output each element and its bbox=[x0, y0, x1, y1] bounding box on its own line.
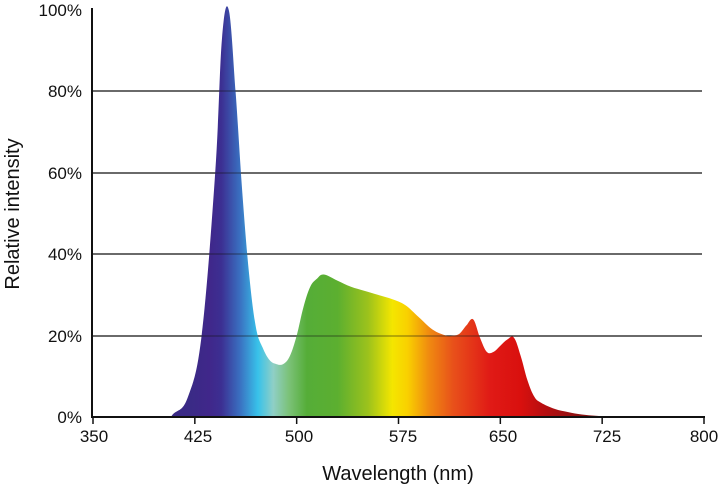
y-tick-label: 60% bbox=[48, 164, 82, 183]
x-tick-label: 425 bbox=[184, 427, 212, 446]
y-tick-label: 40% bbox=[48, 245, 82, 264]
y-tick-label: 100% bbox=[39, 1, 82, 20]
x-axis-title: Wavelength (nm) bbox=[322, 463, 474, 485]
y-axis-tick-labels: 0% 20% 40% 60% 80% 100% bbox=[39, 1, 82, 427]
x-tick-label: 725 bbox=[593, 427, 621, 446]
gridlines bbox=[93, 90, 702, 337]
x-tick-label: 350 bbox=[80, 427, 108, 446]
y-tick-label: 80% bbox=[48, 82, 82, 101]
spectrum-area bbox=[93, 6, 623, 418]
y-tick-label: 0% bbox=[57, 408, 82, 427]
y-axis-title: Relative intensity bbox=[2, 138, 24, 289]
gridlines-overlay bbox=[93, 90, 702, 337]
x-tick-label: 650 bbox=[489, 427, 517, 446]
x-axis-tick-labels: 350 425 500 575 650 725 800 bbox=[80, 427, 718, 446]
x-axis-ticks bbox=[92, 417, 705, 424]
y-tick-label: 20% bbox=[48, 327, 82, 346]
x-tick-label: 500 bbox=[285, 427, 313, 446]
x-tick-label: 575 bbox=[389, 427, 417, 446]
x-tick-label: 800 bbox=[690, 427, 718, 446]
